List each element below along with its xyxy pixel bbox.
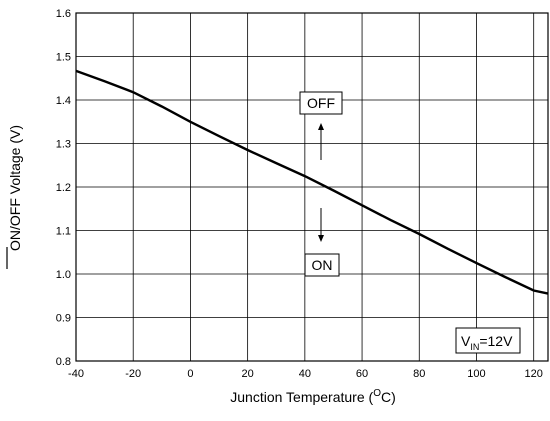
y-tick-label: 1.3	[56, 139, 71, 151]
off-label-box	[299, 91, 343, 115]
x-tick-label: 120	[525, 368, 543, 380]
condition-box	[455, 327, 521, 354]
y-tick-labels: 0.8 0.9 1.0 1.1 1.2 1.3 1.4 1.5 1.6	[56, 8, 71, 368]
x-tick-label: 40	[299, 368, 311, 380]
x-tick-labels: -40 -20 0 20 40 60 80 100 120	[68, 368, 543, 380]
on-label: ON	[312, 257, 333, 273]
y-tick-label: 1.5	[56, 52, 71, 64]
y-tick-label: 1.1	[56, 226, 71, 238]
y-tick-label: 1.6	[56, 8, 71, 20]
x-tick-label: 0	[187, 368, 193, 380]
y-tick-label: 1.4	[56, 95, 71, 107]
off-label: OFF	[307, 95, 335, 111]
grid	[75, 12, 548, 362]
off-arrow-head	[318, 123, 324, 130]
x-tick-label: 100	[467, 368, 485, 380]
y-tick-label: 0.9	[56, 313, 71, 325]
y-tick-label: 1.2	[56, 182, 71, 194]
condition-label: VIN=12V	[461, 333, 513, 352]
series-line	[75, 69, 549, 295]
y-axis-label: ON/OFF Voltage (V)	[7, 125, 23, 251]
on-label-box	[304, 253, 340, 277]
plot-frame	[75, 12, 549, 362]
x-axis-label: Junction Temperature (OC)	[230, 388, 396, 405]
x-tick-label: -40	[68, 368, 84, 380]
y-tick-label: 0.8	[56, 356, 71, 368]
y-tick-label: 1.0	[56, 269, 71, 281]
x-tick-label: 80	[413, 368, 425, 380]
x-tick-label: 60	[356, 368, 368, 380]
x-tick-label: 20	[242, 368, 254, 380]
x-tick-label: -20	[125, 368, 141, 380]
on-arrow-head	[318, 235, 324, 242]
